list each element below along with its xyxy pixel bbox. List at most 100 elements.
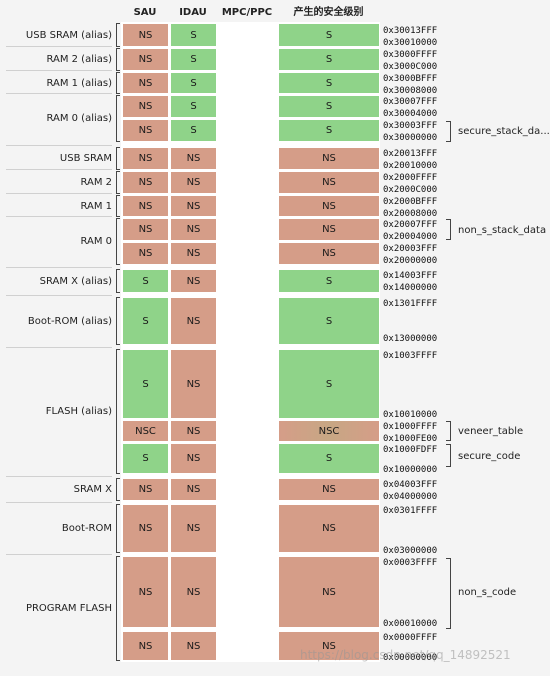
address-label: 0x0301FFFF [383, 506, 438, 516]
right-bracket [446, 558, 451, 629]
security-level-cell: NS [279, 219, 379, 240]
idau-cell: NS [171, 505, 216, 552]
left-bracket [116, 504, 120, 553]
region-separator [6, 476, 112, 477]
idau-cell: S [171, 120, 216, 141]
region-separator [6, 554, 112, 555]
address-label: 0x3000C000 [383, 62, 438, 72]
address-label: 0x04003FFF [383, 480, 438, 490]
region-separator [6, 267, 112, 268]
idau-cell: NS [171, 270, 216, 292]
sau-cell: NS [123, 172, 168, 193]
sau-cell: S [123, 350, 168, 418]
address-label: 0x1000FDFF [383, 445, 438, 455]
left-bracket [116, 48, 120, 71]
region-label: USB SRAM [59, 153, 112, 164]
left-bracket [116, 23, 120, 47]
security-level-cell: S [279, 73, 379, 93]
region-label: Boot-ROM (alias) [27, 315, 112, 327]
security-level-cell: NS [279, 479, 379, 500]
address-label: 0x1003FFFF [383, 351, 438, 361]
right-bracket [446, 121, 451, 142]
sau-cell: NS [123, 219, 168, 240]
region-label: RAM 0 [80, 236, 112, 247]
region-label: FLASH (alias) [45, 406, 112, 417]
sau-cell: NS [123, 120, 168, 141]
address-label: 0x03000000 [383, 546, 438, 556]
address-label: 0x30007FFF [383, 97, 438, 107]
sau-cell: NS [123, 557, 168, 627]
address-label: 0x30000000 [383, 133, 438, 143]
right-bracket [446, 421, 451, 441]
section-note: veneer_table [458, 425, 524, 437]
address-label: 0x30010000 [383, 38, 438, 48]
security-level-cell: NS [279, 632, 379, 660]
security-level-cell: NS [279, 196, 379, 216]
left-bracket [116, 297, 120, 345]
idau-cell: S [171, 24, 216, 46]
left-bracket [116, 478, 120, 501]
region-separator [6, 93, 112, 94]
address-label: 0x13000000 [383, 334, 438, 344]
header-mpc-ppc: MPC/PPC [221, 7, 273, 18]
address-label: 0x00000000 [383, 653, 438, 663]
sau-cell: NS [123, 196, 168, 216]
left-bracket [116, 349, 120, 474]
security-level-cell: NS [279, 172, 379, 193]
left-bracket [116, 95, 120, 142]
right-bracket [446, 444, 451, 467]
address-label: 0x3000BFFF [383, 74, 438, 84]
region-separator [6, 216, 112, 217]
idau-cell: NS [171, 196, 216, 216]
address-label: 0x10000000 [383, 465, 438, 475]
idau-cell: NS [171, 148, 216, 169]
region-separator [6, 295, 112, 296]
security-level-cell: NS [279, 148, 379, 169]
address-label: 0x30003FFF [383, 121, 438, 131]
section-note: non_s_code [458, 586, 517, 598]
address-label: 0x1301FFFF [383, 299, 438, 309]
sau-cell: S [123, 444, 168, 473]
region-label: RAM 2 (alias) [46, 54, 112, 65]
region-label: USB SRAM (alias) [25, 29, 112, 41]
region-label: RAM 0 (alias) [46, 113, 112, 124]
section-note: secure_stack_da... [458, 125, 550, 137]
region-label: RAM 2 [80, 177, 112, 188]
idau-cell: NS [171, 632, 216, 660]
address-label: 0x2000BFFF [383, 197, 438, 207]
region-label: RAM 1 (alias) [46, 77, 112, 89]
security-level-cell: S [279, 350, 379, 418]
header-sau: SAU [133, 7, 157, 18]
sau-cell: NS [123, 49, 168, 70]
left-bracket [116, 147, 120, 170]
idau-cell: NS [171, 557, 216, 627]
address-label: 0x3000FFFF [383, 50, 438, 60]
sau-cell: NS [123, 243, 168, 264]
sau-cell: NS [123, 632, 168, 660]
sau-cell: NSC [123, 421, 168, 441]
idau-cell: NS [171, 172, 216, 193]
security-level-cell: NS [279, 505, 379, 552]
header-idau: IDAU [179, 7, 207, 18]
security-level-cell: S [279, 120, 379, 141]
left-bracket [116, 195, 120, 217]
region-label: RAM 1 [80, 200, 112, 212]
region-separator [6, 70, 112, 71]
left-bracket [116, 171, 120, 194]
idau-cell: NS [171, 219, 216, 240]
address-label: 0x30004000 [383, 109, 438, 119]
left-bracket [116, 556, 120, 661]
address-label: 0x14000000 [383, 283, 438, 293]
security-level-cell: NSC [279, 421, 379, 441]
sau-cell: NS [123, 148, 168, 169]
idau-cell: NS [171, 421, 216, 441]
address-label: 0x20008000 [383, 209, 438, 219]
left-bracket [116, 218, 120, 265]
sau-cell: S [123, 270, 168, 292]
region-label: Boot-ROM [61, 523, 112, 534]
security-level-cell: S [279, 49, 379, 70]
address-label: 0x0000FFFF [383, 633, 438, 643]
security-level-cell: S [279, 444, 379, 473]
region-label: PROGRAM FLASH [25, 603, 112, 614]
address-label: 0x20007FFF [383, 220, 438, 230]
